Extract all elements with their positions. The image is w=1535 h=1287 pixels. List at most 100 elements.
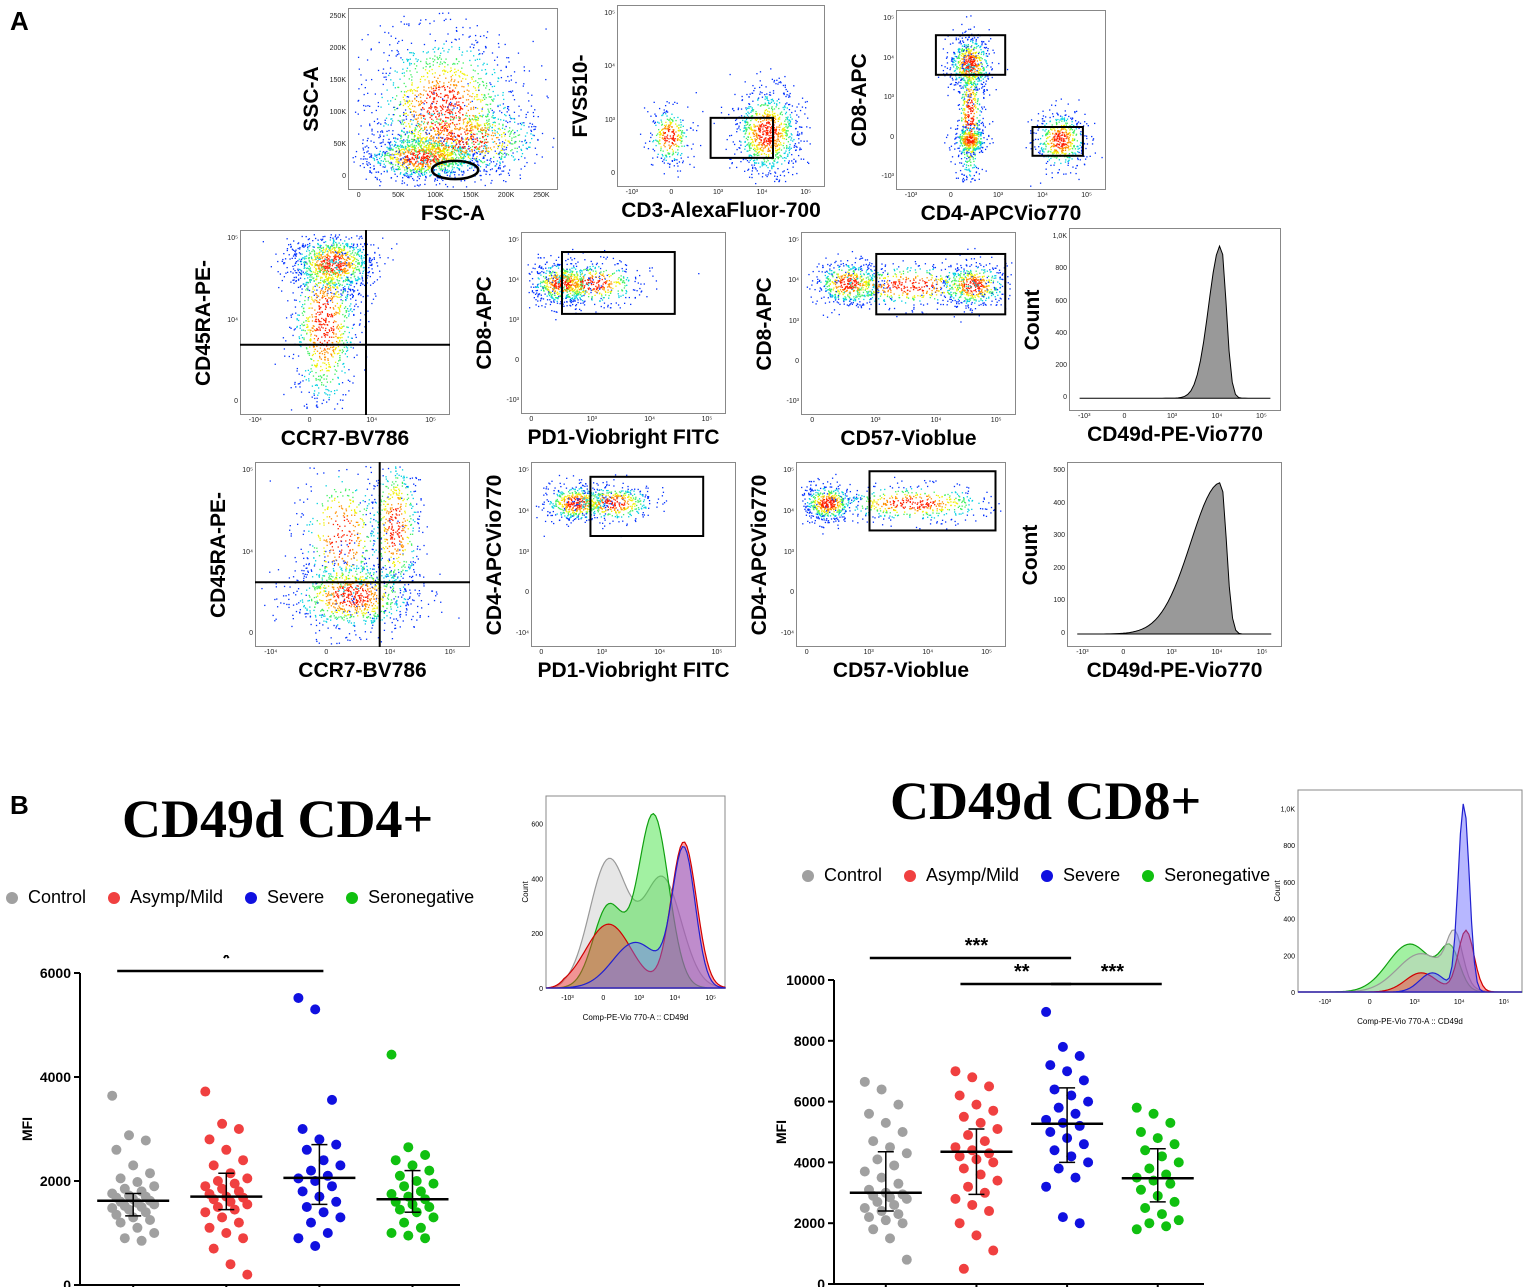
event-dot [961,63,963,65]
event-dot [773,136,775,138]
gate[interactable] [709,116,774,159]
event-dot [750,126,752,128]
event-dot [974,59,976,61]
event-dot [447,12,450,14]
event-dot [676,145,678,147]
event-dot [419,168,421,170]
event-dot [476,160,479,162]
event-dot [410,160,412,163]
event-dot [435,102,438,105]
event-dot [505,66,507,69]
event-dot [403,127,405,130]
event-dot [496,56,499,58]
event-dot [487,134,490,136]
event-dot [769,131,771,133]
event-dot [751,108,754,111]
event-dot [449,154,452,157]
event-dot [759,136,761,139]
gate[interactable] [430,159,480,181]
event-dot [780,82,782,84]
event-dot [450,138,452,140]
event-dot [428,147,430,150]
event-dot [407,96,410,98]
event-dot [971,59,973,61]
event-dot [672,150,674,152]
event-dot [748,145,751,148]
event-dot [766,133,769,136]
event-dot [416,122,419,124]
event-dot [390,124,392,126]
event-dot [790,137,793,139]
event-dot [808,162,810,165]
event-dot [408,123,410,125]
event-dot [445,100,448,102]
event-dot [438,155,440,157]
event-dot [975,51,978,53]
event-dot [489,108,492,110]
event-dot [392,156,394,159]
data-point-control [893,1178,904,1189]
data-point-asympmild [984,1206,995,1217]
event-dot [971,62,974,65]
event-dot [680,133,683,135]
event-dot [475,119,478,121]
event-dot [366,145,368,147]
event-dot [770,101,773,103]
event-dot [412,152,414,154]
event-dot [777,83,779,85]
event-dot [394,153,396,156]
event-dot [475,116,477,118]
event-dot [519,177,522,180]
event-dot [969,40,972,42]
event-dot [494,59,496,61]
data-point-severe [310,1241,321,1251]
data-point-seronegative [415,1222,426,1233]
event-dot [783,108,785,111]
event-dot [398,160,400,162]
data-point-control [859,1166,870,1177]
event-dot [485,85,488,87]
event-dot [992,49,994,51]
event-dot [744,145,747,148]
event-dot [469,146,472,149]
event-dot [460,80,463,82]
event-dot [679,129,682,132]
event-dot [777,167,779,170]
data-point-control [876,1172,887,1183]
event-dot [488,129,490,131]
event-dot [455,26,458,29]
event-dot [414,142,417,144]
event-dot [436,56,438,58]
event-dot [485,131,487,133]
event-dot [455,97,458,100]
event-dot [482,96,485,99]
data-point-severe [335,1160,346,1171]
data-point-seronegative [1131,1102,1142,1113]
event-dot [433,85,435,87]
event-dot [957,61,960,63]
event-dot [447,138,449,140]
event-dot [653,101,655,104]
event-dot [439,63,441,65]
event-dot [517,134,519,137]
event-dot [451,170,453,172]
event-dot [972,52,974,55]
event-dot [792,140,794,142]
event-dot [384,122,386,124]
event-dot [403,119,405,121]
data-point-control [140,1135,151,1146]
event-dot [415,99,418,102]
event-dot [379,164,382,166]
event-dot [485,87,487,89]
event-dot [449,138,451,140]
event-dot [670,137,672,139]
event-dot [769,102,771,105]
x-tick-label: 150K [462,192,479,199]
event-dot [414,127,416,129]
event-dot [773,102,776,104]
event-dot [777,132,779,135]
event-dot [752,160,755,162]
event-dot [462,95,464,97]
event-dot [798,134,800,137]
event-dot [520,149,523,152]
